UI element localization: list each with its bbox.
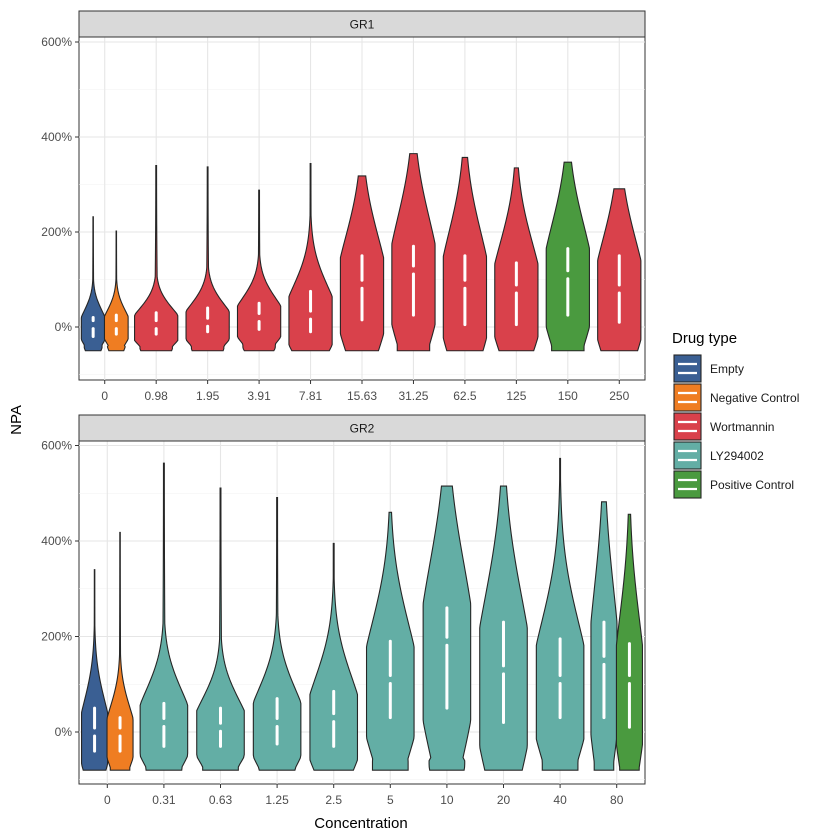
violin-wortmannin <box>236 189 282 352</box>
legend-label: LY294002 <box>710 449 764 463</box>
violin-ly294002 <box>139 462 189 771</box>
x-tick-label: 10 <box>440 793 454 807</box>
x-tick-label: 3.91 <box>247 389 271 403</box>
legend-key-negative-control <box>673 383 702 412</box>
facet-strip-label: GR2 <box>350 422 375 436</box>
x-tick-label: 250 <box>609 389 629 403</box>
violin-ly294002 <box>535 457 585 771</box>
legend-label: Positive Control <box>710 478 794 492</box>
y-tick-label: 200% <box>41 630 72 644</box>
y-tick-label: 600% <box>41 439 72 453</box>
legend-label: Empty <box>710 362 744 376</box>
x-tick-label: 125 <box>506 389 526 403</box>
x-tick-label: 31.25 <box>398 389 428 403</box>
violin-wortmannin <box>288 163 333 352</box>
violins <box>80 153 642 352</box>
legend-key-empty <box>673 354 702 383</box>
panel-gr2: GR2 0% 200% 400% 600% 0 0.31 0.63 1.25 2.5 5 10 20 40… <box>41 414 646 807</box>
violin-empty <box>80 216 106 352</box>
y-axis-label: NPA <box>8 405 25 435</box>
legend-label: Wortmannin <box>710 420 774 434</box>
x-tick-label: 40 <box>553 793 567 807</box>
violin-ly294002 <box>196 487 245 771</box>
legend-label: Negative Control <box>710 391 799 405</box>
x-tick-label: 20 <box>497 793 511 807</box>
x-tick-label: 1.95 <box>196 389 220 403</box>
y-tick-label: 600% <box>41 35 72 49</box>
panel-gr1: GR1 0% 200% 400% 600% 0 0.98 1.95 3.91 7.81 15.63 3… <box>41 10 646 403</box>
x-tick-label: 1.25 <box>265 793 289 807</box>
x-tick-label: 5 <box>387 793 394 807</box>
violin-wortmannin <box>185 166 230 352</box>
legend-key-ly294002 <box>673 441 702 470</box>
legend-title: Drug type <box>672 330 737 347</box>
violin-empty <box>81 569 109 771</box>
x-tick-label: 62.5 <box>453 389 477 403</box>
violin-negative-control <box>106 531 134 771</box>
legend-key-positive-control <box>673 470 702 499</box>
x-tick-label: 80 <box>610 793 624 807</box>
violin-negative-control <box>103 230 129 352</box>
x-tick-label: 0 <box>101 389 108 403</box>
violins <box>81 457 643 771</box>
y-tick-label: 400% <box>41 534 72 548</box>
y-tick-label: 0% <box>55 725 73 739</box>
facet-strip <box>78 414 646 442</box>
x-tick-label: 0.98 <box>145 389 169 403</box>
violin-wortmannin <box>494 167 539 352</box>
x-axis-label: Concentration <box>314 815 407 832</box>
x-tick-label: 2.5 <box>325 793 342 807</box>
x-tick-label: 0.31 <box>152 793 176 807</box>
violin-ly294002 <box>252 497 302 771</box>
x-tick-label: 0 <box>104 793 111 807</box>
x-tick-label: 0.63 <box>209 793 233 807</box>
facet-strip-label: GR1 <box>350 18 375 32</box>
facet-strip <box>78 10 646 38</box>
x-tick-label: 15.63 <box>347 389 377 403</box>
x-tick-label: 7.81 <box>299 389 323 403</box>
y-tick-label: 400% <box>41 130 72 144</box>
violin-wortmannin <box>134 164 179 352</box>
legend: Drug type Empty Negative Control Wortmannin… <box>672 330 799 499</box>
x-tick-label: 150 <box>558 389 578 403</box>
y-tick-label: 200% <box>41 225 72 239</box>
violin-ly294002 <box>309 542 359 771</box>
legend-key-wortmannin <box>673 412 702 441</box>
violin-wortmannin <box>442 156 488 352</box>
y-tick-label: 0% <box>55 320 73 334</box>
